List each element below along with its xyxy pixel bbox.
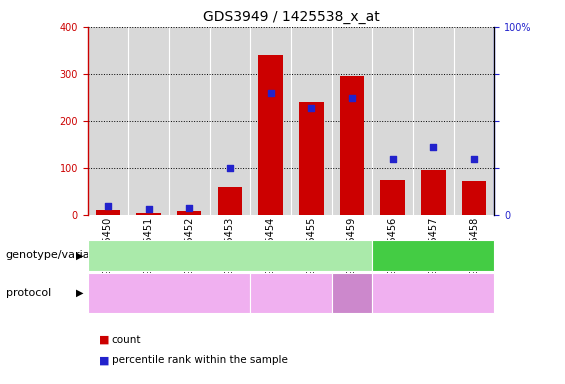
Bar xyxy=(95,210,120,215)
Bar xyxy=(169,27,210,215)
Text: Cdx2
overexpression: Cdx2 overexpression xyxy=(254,282,328,303)
Point xyxy=(225,165,234,171)
Title: GDS3949 / 1425538_x_at: GDS3949 / 1425538_x_at xyxy=(203,10,379,25)
Text: differenti
ated
control: differenti ated control xyxy=(330,277,374,309)
Point xyxy=(266,90,275,96)
Text: count: count xyxy=(112,335,141,345)
Text: genotype/variation: genotype/variation xyxy=(6,250,112,260)
Bar xyxy=(454,27,494,215)
Text: protocol: protocol xyxy=(6,288,51,298)
Bar xyxy=(462,181,486,215)
Text: percentile rank within the sample: percentile rank within the sample xyxy=(112,355,288,365)
Text: ▶: ▶ xyxy=(76,288,84,298)
Bar xyxy=(413,27,454,215)
Bar xyxy=(177,211,202,215)
Bar xyxy=(291,27,332,215)
Point xyxy=(307,105,316,111)
Bar xyxy=(88,27,128,215)
Bar xyxy=(210,27,250,215)
Point xyxy=(185,204,194,210)
Bar xyxy=(136,213,161,215)
Point xyxy=(388,156,397,162)
Point xyxy=(103,203,112,209)
Point xyxy=(470,156,479,162)
Bar xyxy=(380,180,405,215)
Text: control: control xyxy=(213,250,247,260)
Point xyxy=(429,144,438,151)
Bar xyxy=(299,102,324,215)
Text: ■: ■ xyxy=(99,335,110,345)
Text: ▶: ▶ xyxy=(76,250,84,260)
Bar xyxy=(250,27,291,215)
Text: Gata3 overexpression: Gata3 overexpression xyxy=(116,288,222,298)
Bar xyxy=(128,27,169,215)
Point xyxy=(144,206,153,212)
Bar xyxy=(332,27,372,215)
Point xyxy=(347,95,357,101)
Bar xyxy=(372,27,413,215)
Text: Gata3 overexpression: Gata3 overexpression xyxy=(380,288,486,298)
Text: Cdx2-null: Cdx2-null xyxy=(410,250,457,260)
Bar xyxy=(421,170,446,215)
Text: ■: ■ xyxy=(99,355,110,365)
Bar xyxy=(258,55,283,215)
Bar xyxy=(340,76,364,215)
Bar xyxy=(218,187,242,215)
